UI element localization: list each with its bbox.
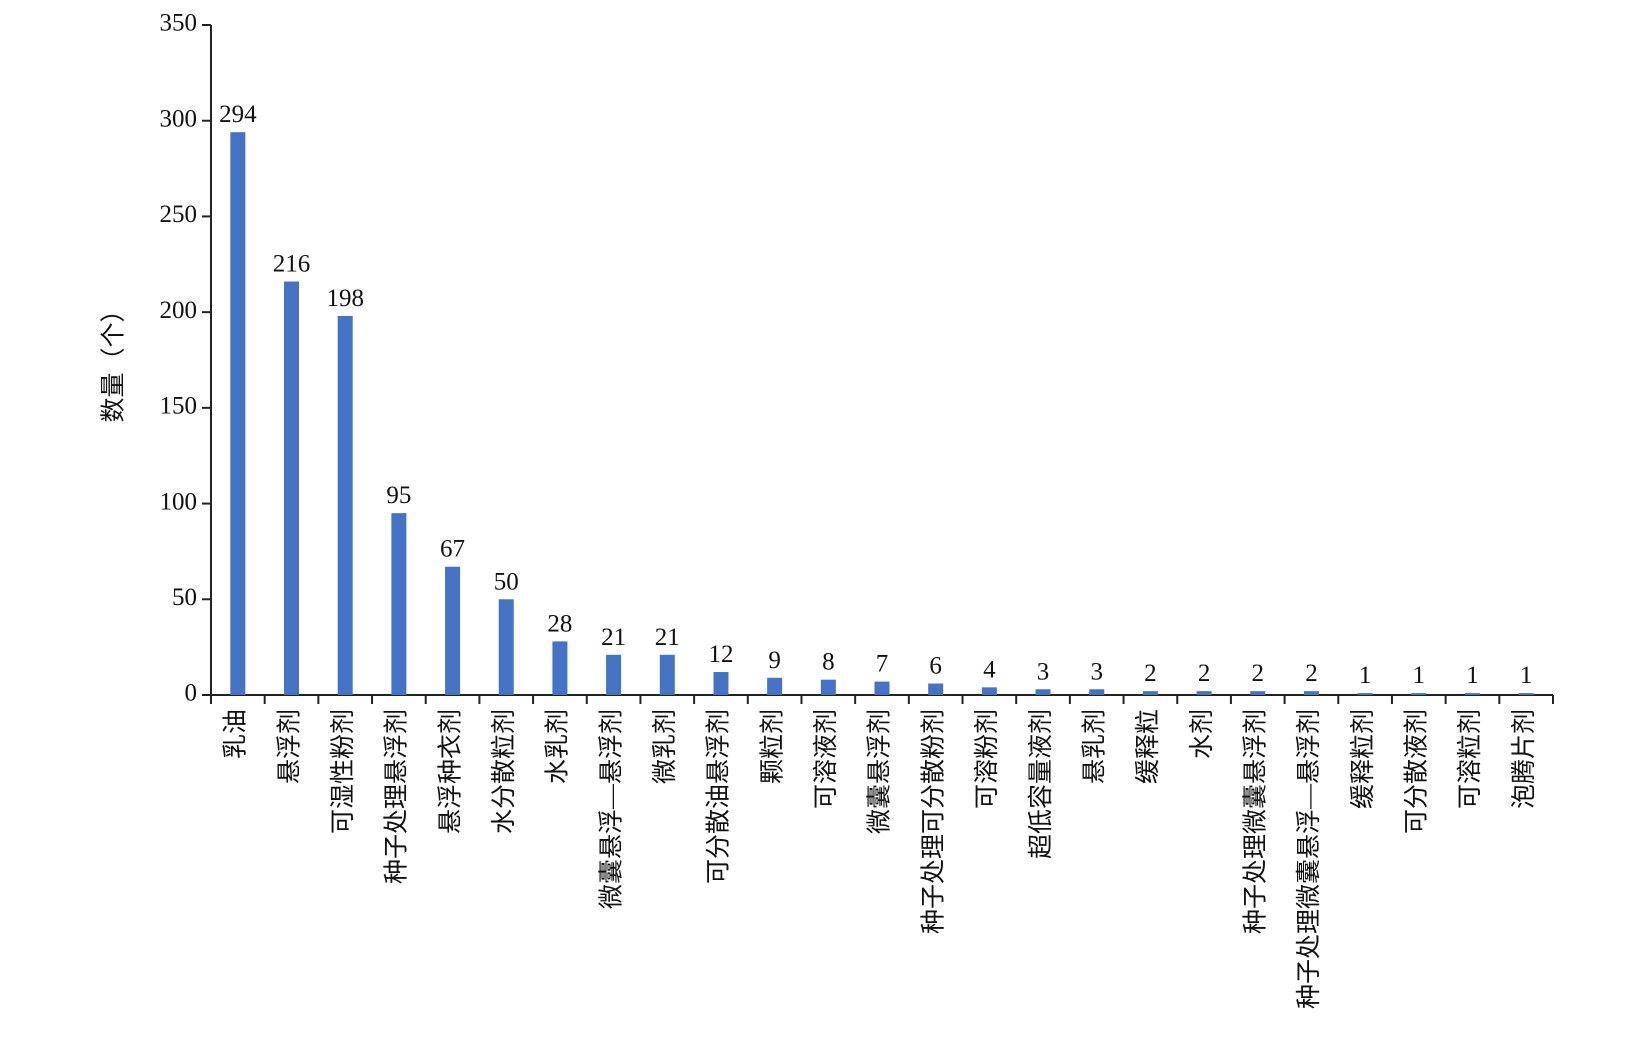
y-tick-label: 150 — [160, 393, 198, 420]
bar — [713, 672, 729, 695]
data-label: 2 — [1144, 660, 1157, 687]
bar — [1035, 689, 1051, 695]
data-label: 294 — [219, 101, 257, 128]
bar — [1250, 691, 1266, 695]
bar — [552, 641, 568, 695]
x-tick-label: 悬浮种衣剂 — [436, 709, 464, 834]
y-tick-label: 50 — [172, 584, 197, 611]
data-label: 1 — [1413, 662, 1426, 689]
bar — [391, 513, 407, 695]
x-tick-label: 水分散粒剂 — [490, 709, 518, 834]
data-label: 21 — [601, 624, 626, 651]
bar — [1303, 691, 1319, 695]
bar — [498, 599, 514, 695]
x-tick-label: 微乳剂 — [651, 709, 679, 784]
data-label: 2 — [1252, 660, 1265, 687]
x-tick-label: 悬乳剂 — [1080, 709, 1108, 784]
x-tick-label: 颗粒剂 — [758, 709, 786, 784]
data-label: 1 — [1359, 662, 1372, 689]
bar — [1411, 693, 1427, 695]
y-tick-label: 100 — [160, 488, 198, 515]
x-tick-label: 微囊悬浮—悬浮剂 — [597, 709, 625, 909]
x-tick-label: 种子处理微囊悬浮剂 — [1241, 709, 1269, 934]
data-label: 67 — [440, 536, 465, 563]
data-label: 21 — [655, 624, 680, 651]
data-label: 198 — [326, 285, 364, 312]
x-tick-label: 可分散液剂 — [1403, 709, 1431, 834]
x-tick-label: 可分散油悬浮剂 — [705, 709, 733, 884]
x-tick-label: 缓释粒剂 — [1349, 709, 1377, 809]
data-label: 1 — [1520, 662, 1533, 689]
x-tick-label: 可溶粒剂 — [1456, 709, 1484, 809]
y-tick-label: 300 — [160, 105, 198, 132]
x-tick-label: 种子处理可分散粉剂 — [919, 709, 947, 934]
x-tick-label: 可湿性粉剂 — [329, 709, 357, 834]
y-tick-label: 0 — [185, 680, 198, 707]
bar — [981, 687, 997, 695]
data-label: 8 — [822, 649, 835, 676]
bar — [1089, 689, 1105, 695]
bar — [820, 679, 836, 695]
data-label: 1 — [1466, 662, 1479, 689]
data-label: 6 — [929, 653, 942, 680]
bar — [1357, 693, 1373, 695]
data-label: 12 — [708, 641, 733, 668]
x-tick-label: 超低容量液剂 — [1027, 709, 1055, 859]
bar — [1518, 693, 1534, 695]
x-tick-label: 可溶液剂 — [812, 709, 840, 809]
data-label: 7 — [876, 651, 889, 678]
x-tick-label: 泡腾片剂 — [1510, 709, 1538, 809]
x-tick-label: 种子处理微囊悬浮—悬浮剂 — [1295, 709, 1323, 1009]
x-tick-label: 微囊悬浮剂 — [866, 709, 894, 834]
y-tick-label: 250 — [160, 201, 198, 228]
data-label: 95 — [386, 482, 411, 509]
bar — [1196, 691, 1212, 695]
x-tick-label: 水剂 — [1188, 709, 1216, 759]
x-tick-label: 缓释粒 — [1134, 709, 1162, 784]
bar — [337, 315, 353, 695]
bar — [1142, 691, 1158, 695]
data-label: 2 — [1198, 660, 1211, 687]
x-tick-label: 可溶粉剂 — [973, 709, 1001, 809]
data-label: 216 — [273, 251, 311, 278]
data-label: 3 — [1090, 658, 1103, 685]
y-axis-label: 数量（个） — [100, 297, 128, 422]
x-tick-label: 乳油 — [222, 709, 250, 759]
bar — [606, 654, 622, 695]
bar — [874, 681, 890, 695]
bar — [767, 677, 783, 695]
data-label: 4 — [983, 656, 996, 683]
bar — [230, 132, 246, 695]
bar — [284, 281, 300, 695]
y-tick-label: 200 — [160, 297, 198, 324]
bar — [659, 654, 675, 695]
x-tick-label: 悬浮剂 — [275, 709, 303, 784]
y-tick-label: 350 — [160, 10, 198, 37]
x-tick-label: 种子处理悬浮剂 — [383, 709, 411, 884]
data-label: 2 — [1305, 660, 1318, 687]
data-label: 28 — [547, 610, 572, 637]
data-label: 3 — [1037, 658, 1050, 685]
bar — [928, 683, 944, 695]
bar — [1464, 693, 1480, 695]
bar — [445, 566, 461, 695]
x-tick-label: 水乳剂 — [544, 709, 572, 784]
data-label: 50 — [494, 568, 519, 595]
data-label: 9 — [768, 647, 781, 674]
